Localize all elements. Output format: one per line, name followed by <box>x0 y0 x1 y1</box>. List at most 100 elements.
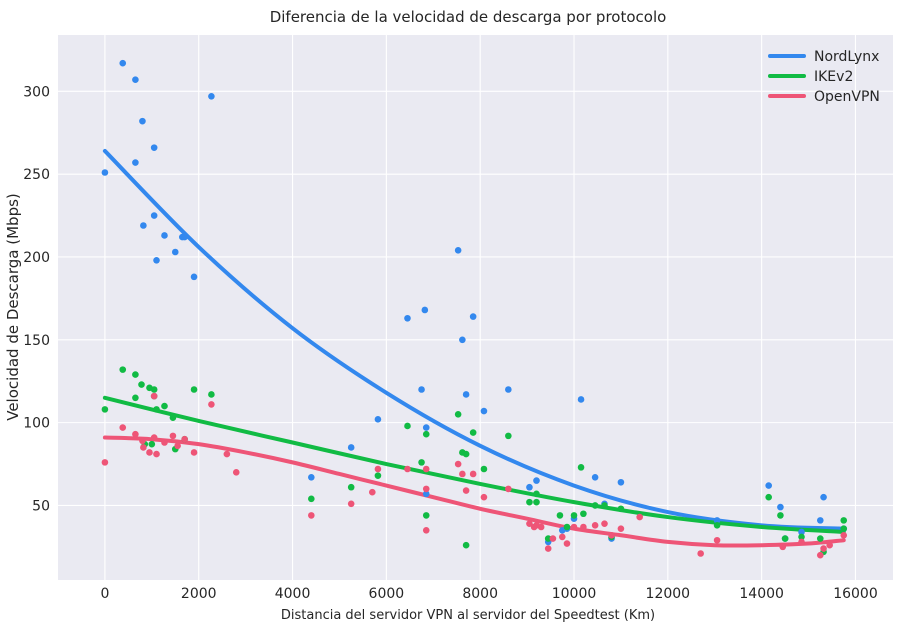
x-tick-layer: 0 2000 4000 6000 8000 10000 12000 14000 16000 <box>100 586 877 602</box>
legend-label: OpenVPN <box>814 89 880 105</box>
data-point-ikev2 <box>462 541 470 549</box>
data-point-nordlynx <box>308 473 315 481</box>
data-point-nordlynx <box>591 473 599 481</box>
y-tick-label: 200 <box>23 250 50 266</box>
data-point-ikev2 <box>462 450 470 458</box>
points-layer <box>101 59 848 559</box>
data-point-ikev2 <box>404 422 411 430</box>
data-point-ikev2 <box>119 366 127 373</box>
data-point-ikev2 <box>765 493 772 501</box>
x-tick-label: 0 <box>100 586 109 602</box>
data-point-nordlynx <box>421 306 429 314</box>
data-point-ikev2 <box>617 505 625 513</box>
data-point-ikev2 <box>132 371 139 378</box>
y-axis-label: Velocidad de Descarga (Mbps) <box>4 193 22 421</box>
data-point-openvpn <box>119 424 127 431</box>
y-tick-label: 100 <box>23 416 50 432</box>
data-point-ikev2 <box>580 510 587 518</box>
data-point-nordlynx <box>422 490 430 498</box>
data-point-openvpn <box>798 538 805 546</box>
data-point-openvpn <box>779 543 787 551</box>
x-tick-label: 12000 <box>646 586 691 602</box>
data-point-openvpn <box>816 551 824 559</box>
data-point-nordlynx <box>374 416 382 423</box>
data-point-ikev2 <box>208 391 215 398</box>
data-point-ikev2 <box>153 406 160 413</box>
data-point-openvpn <box>208 401 215 408</box>
data-point-nordlynx <box>190 273 198 281</box>
data-point-openvpn <box>537 523 545 531</box>
legend-label: NordLynx <box>814 49 879 65</box>
data-point-nordlynx <box>171 248 179 256</box>
data-point-nordlynx <box>153 256 160 264</box>
data-point-ikev2 <box>533 490 540 498</box>
data-point-openvpn <box>469 470 477 478</box>
x-tick-label: 8000 <box>462 586 498 602</box>
data-point-openvpn <box>840 531 848 539</box>
data-point-ikev2 <box>591 502 599 509</box>
data-point-openvpn <box>544 545 552 552</box>
data-point-ikev2 <box>101 406 109 413</box>
data-point-nordlynx <box>798 528 805 536</box>
data-point-openvpn <box>150 392 158 400</box>
data-point-ikev2 <box>422 430 430 438</box>
data-point-ikev2 <box>132 394 139 402</box>
data-point-openvpn <box>404 465 411 473</box>
data-point-ikev2 <box>308 495 315 503</box>
data-point-ikev2 <box>544 535 552 542</box>
data-point-nordlynx <box>505 386 512 393</box>
data-point-openvpn <box>232 469 240 476</box>
data-point-openvpn <box>713 536 721 544</box>
trend-layer <box>102 148 846 548</box>
data-point-openvpn <box>480 493 488 501</box>
data-point-ikev2 <box>563 523 571 531</box>
x-tick-label: 4000 <box>275 586 311 602</box>
data-point-ikev2 <box>469 429 477 436</box>
y-tick-label: 150 <box>23 333 50 349</box>
data-point-nordlynx <box>459 336 466 344</box>
data-point-ikev2 <box>556 512 564 519</box>
data-point-nordlynx <box>820 493 827 501</box>
data-point-ikev2 <box>816 535 824 542</box>
data-point-openvpn <box>820 545 827 552</box>
data-point-ikev2 <box>840 517 848 524</box>
data-point-ikev2 <box>422 512 430 519</box>
data-point-openvpn <box>146 449 153 456</box>
data-point-openvpn <box>549 535 557 542</box>
data-point-nordlynx <box>404 314 411 322</box>
data-point-nordlynx <box>765 482 772 489</box>
data-point-ikev2 <box>777 512 784 519</box>
data-point-nordlynx <box>181 233 188 241</box>
data-point-ikev2 <box>601 502 608 509</box>
x-tick-label: 6000 <box>369 586 405 602</box>
data-point-openvpn <box>570 523 578 531</box>
data-point-ikev2 <box>148 440 156 448</box>
data-point-nordlynx <box>132 76 139 84</box>
data-point-ikev2 <box>347 483 355 491</box>
data-point-openvpn <box>454 460 462 468</box>
chart-title: Diferencia de la velocidad de descarga p… <box>270 8 667 26</box>
grid-layer <box>58 35 893 580</box>
data-point-openvpn <box>161 439 168 446</box>
data-point-ikev2 <box>138 381 145 388</box>
data-point-nordlynx <box>418 386 425 393</box>
data-point-openvpn <box>601 520 608 527</box>
data-point-ikev2 <box>840 525 848 532</box>
x-axis-label: Distancia del servidor VPN al servidor d… <box>281 608 655 623</box>
data-point-openvpn <box>101 459 109 466</box>
y-tick-label: 250 <box>23 167 50 183</box>
data-point-ikev2 <box>570 512 578 519</box>
y-tick-label: 50 <box>32 498 50 514</box>
data-point-nordlynx <box>462 391 470 398</box>
data-point-nordlynx <box>161 232 168 239</box>
data-point-openvpn <box>505 485 512 493</box>
data-point-nordlynx <box>347 444 355 451</box>
data-point-nordlynx <box>816 517 824 524</box>
trend-line-ikev2 <box>102 395 846 534</box>
data-point-openvpn <box>608 531 615 539</box>
data-point-openvpn <box>368 488 376 496</box>
data-point-nordlynx <box>617 478 625 486</box>
data-point-openvpn <box>462 487 470 494</box>
data-point-openvpn <box>223 450 231 458</box>
data-point-ikev2 <box>190 386 198 393</box>
